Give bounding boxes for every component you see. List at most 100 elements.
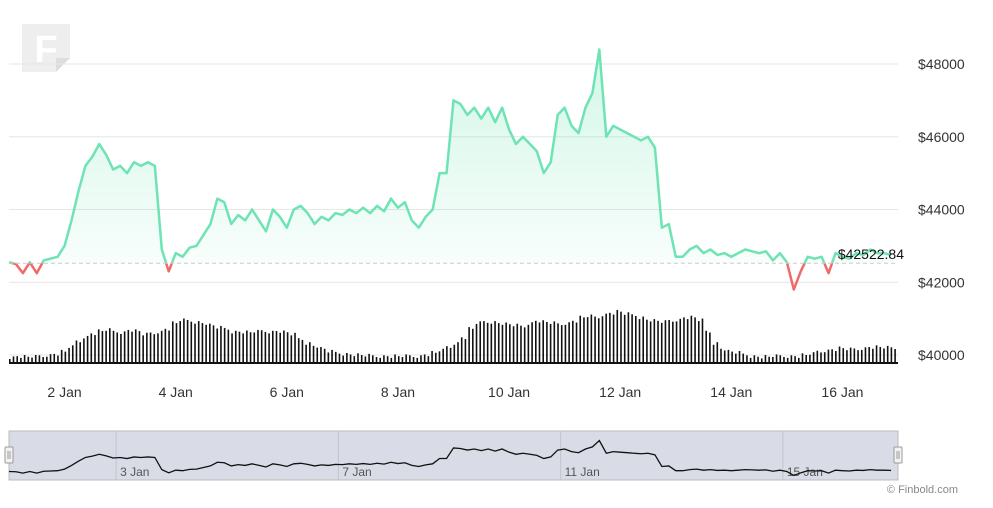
volume-bar [305,344,307,363]
volume-bar [820,352,822,363]
x-tick-label: 14 Jan [710,384,752,400]
volume-bar [472,328,474,363]
volume-bar [627,312,630,363]
y-tick-label: $40000 [918,347,965,363]
volume-bar [127,329,130,363]
range-navigator[interactable]: 3 Jan 7 Jan 11 Jan 15 Jan [4,430,903,481]
volume-bar [312,345,315,363]
volume-bar [364,356,367,363]
volume-bar [386,356,389,363]
volume-bar [383,355,385,364]
volume-bar [560,325,563,364]
volume-bar [720,348,722,363]
volume-bar [494,321,496,363]
volume-bar [597,318,600,363]
volume-bar [586,317,589,363]
volume-bar [705,330,707,364]
volume-bar [168,330,170,363]
volume-bar [827,349,830,363]
price-line-up [8,48,892,264]
volume-bar [49,354,52,364]
volume-bar [260,330,263,364]
volume-bar [879,347,882,363]
volume-bar [275,331,278,363]
navigator-handle[interactable] [4,446,14,464]
volume-bar [75,340,78,364]
volume-bar [197,321,200,363]
volume-bar [583,317,585,363]
volume-bar [557,323,559,363]
volume-bar [786,357,789,363]
volume-bar [812,352,815,363]
volume-bar [816,350,819,364]
volume-bar [234,330,237,364]
volume-bar [68,347,70,363]
volume-bar [16,356,19,363]
x-tick-label: 16 Jan [821,384,863,400]
volume-bar [509,324,511,363]
y-tick-label: $44000 [918,202,965,218]
volume-bar [805,355,807,363]
volume-bar [512,326,515,364]
price-area-fill [9,49,892,264]
volume-bar [257,329,259,363]
volume-bar [479,321,482,363]
volume-bar [342,355,344,363]
volume-bar [797,357,800,363]
volume-bar [227,329,230,363]
volume-bar [886,345,889,363]
volume-bar [27,356,30,363]
volume-bar [757,356,759,363]
volume-bar [449,347,452,363]
volume-bar [334,351,337,363]
volume-bar [286,332,289,363]
volume-bar [357,353,359,363]
volume-bar [742,353,745,363]
volume-bar [860,349,863,363]
volume-bar [231,333,233,363]
volume-bar [149,332,152,363]
volume-bar [649,321,652,363]
volume-bar [690,315,693,363]
volume-bar [268,333,270,363]
volume-bar [394,354,396,363]
volume-bar [772,357,774,363]
volume-bar [638,319,641,363]
volume-bar [12,356,15,363]
volume-bar [246,330,248,363]
x-tick-label: 8 Jan [381,384,415,400]
volume-bar [549,323,552,363]
volume-bar [416,357,419,363]
volume-bar [894,349,896,363]
volume-bar [94,335,96,363]
navigator-handle[interactable] [893,446,903,464]
y-tick-label: $48000 [918,56,965,72]
navigator-window[interactable] [8,430,899,481]
volume-bar [349,354,352,363]
volume-bar [331,349,333,363]
volume-bar [431,351,433,363]
volume-bar [572,320,574,363]
volume-bar [531,322,533,363]
volume-bar [327,352,330,363]
x-axis-ticks: 2 Jan 4 Jan 6 Jan 8 Jan 10 Jan 12 Jan 14 Jan 16… [47,384,863,400]
y-tick-label: $46000 [918,129,965,145]
volume-bar [835,351,837,363]
volume-bar [749,357,752,363]
volume-bar [160,330,163,364]
volume-bar [283,330,285,363]
logo-letter: F [34,29,57,71]
volume-bar [553,321,556,363]
volume-bar [483,321,485,363]
volume-bar [516,323,519,363]
volume-bar [238,331,241,363]
volume-bar [520,325,522,364]
volume-bar [109,328,111,363]
volume-bar [460,337,463,363]
volume-bar [664,320,667,363]
volume-bar [709,332,711,363]
finbold-logo: F [22,24,70,72]
navigator-tick-label: 3 Jan [120,465,149,479]
